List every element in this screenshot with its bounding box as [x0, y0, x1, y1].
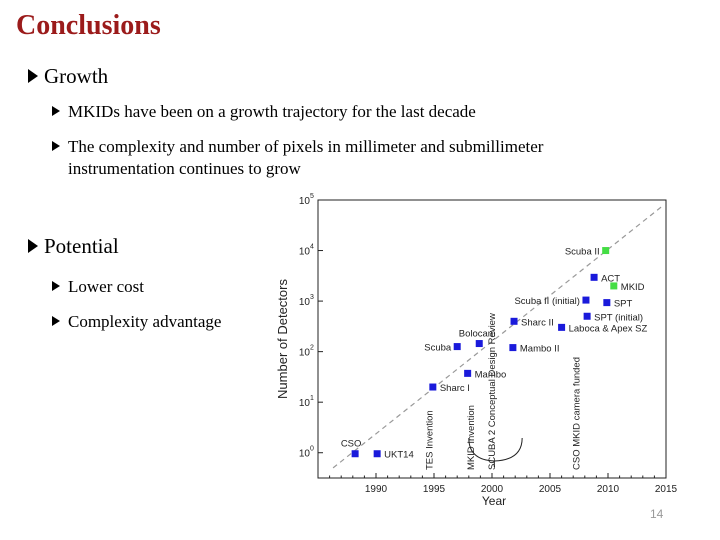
- y-tick-label: 10: [299, 348, 311, 359]
- section-heading: Potential: [44, 234, 119, 258]
- point-label: Laboca & Apex SZ: [569, 323, 648, 334]
- y-tick-label: 10: [299, 196, 311, 207]
- point-label: SPT (initial): [594, 312, 643, 323]
- annotation-label: MKID Invention: [466, 405, 477, 470]
- point-label: Scuba II (initial): [514, 296, 579, 307]
- y-tick-label: 10: [299, 247, 311, 258]
- data-point: [602, 247, 610, 255]
- y-tick-exponent: 2: [310, 345, 314, 352]
- x-tick-label: 2005: [539, 484, 562, 495]
- data-point: [429, 383, 437, 391]
- data-point: [475, 340, 483, 348]
- bullet-arrow-icon: [52, 316, 60, 326]
- y-tick-label: 10: [299, 297, 311, 308]
- bullet-text: Complexity advantage: [68, 312, 222, 331]
- point-label: CSO: [341, 439, 362, 450]
- point-label: Sharc I: [440, 383, 470, 394]
- y-tick-exponent: 3: [310, 294, 314, 301]
- bullet-arrow-icon: [28, 69, 38, 83]
- data-point: [453, 343, 461, 351]
- slide-title: Conclusions: [16, 10, 161, 41]
- section-growth: Growth: [28, 64, 108, 89]
- section-potential: Potential: [28, 234, 119, 259]
- point-label: UKT14: [384, 450, 414, 461]
- bullet-text: The complexity and number of pixels in m…: [68, 137, 544, 178]
- data-point: [373, 450, 381, 458]
- point-label: Mambo II: [520, 344, 560, 355]
- x-tick-label: 2015: [655, 484, 678, 495]
- point-label: MKID: [621, 282, 645, 293]
- x-tick-label: 2000: [481, 484, 504, 495]
- bullet-item: The complexity and number of pixels in m…: [52, 136, 652, 180]
- y-tick-label: 10: [299, 398, 311, 409]
- point-label: SPT: [614, 299, 633, 310]
- data-point: [590, 273, 598, 281]
- x-tick-label: 1995: [423, 484, 446, 495]
- data-point: [510, 317, 518, 325]
- y-tick-exponent: 0: [310, 446, 314, 453]
- x-tick-label: 1990: [365, 484, 388, 495]
- data-point: [610, 282, 618, 290]
- y-tick-label: 10: [299, 449, 311, 460]
- bullet-arrow-icon: [52, 281, 60, 291]
- point-label: Bolocam: [459, 329, 496, 340]
- y-axis-label: Number of Detectors: [275, 279, 290, 399]
- x-tick-label: 2010: [597, 484, 620, 495]
- annotation-label: SCUBA 2 Conceptual Design Review: [487, 313, 498, 470]
- data-point: [558, 323, 566, 331]
- data-point: [351, 450, 359, 458]
- y-tick-exponent: 1: [310, 395, 314, 402]
- point-label: Scuba II: [565, 247, 600, 258]
- bullet-arrow-icon: [52, 141, 60, 151]
- point-label: Sharc II: [521, 317, 554, 328]
- data-point: [464, 369, 472, 377]
- y-tick-exponent: 5: [310, 193, 314, 200]
- x-axis-label: Year: [482, 494, 506, 508]
- data-point: [582, 296, 590, 304]
- page-number: 14: [650, 507, 664, 521]
- bullet-item: MKIDs have been on a growth trajectory f…: [52, 101, 652, 123]
- point-label: ACT: [601, 273, 620, 284]
- data-point: [603, 299, 611, 307]
- bullet-text: Lower cost: [68, 277, 145, 296]
- point-label: Scuba: [424, 343, 452, 354]
- section-heading: Growth: [44, 64, 109, 88]
- y-tick-exponent: 4: [310, 244, 314, 251]
- bullet-text: MKIDs have been on a growth trajectory f…: [68, 102, 476, 121]
- data-point: [583, 312, 591, 320]
- bullet-item: Lower cost: [52, 276, 144, 298]
- annotation-label: CSO MKID camera funded: [572, 357, 583, 470]
- bullet-arrow-icon: [28, 239, 38, 253]
- annotation-label: TES Invention: [424, 410, 435, 470]
- trend-line: [332, 204, 665, 469]
- point-label: Mambo: [475, 369, 507, 380]
- bullet-item: Complexity advantage: [52, 311, 221, 333]
- data-point: [509, 344, 517, 352]
- bullet-arrow-icon: [52, 106, 60, 116]
